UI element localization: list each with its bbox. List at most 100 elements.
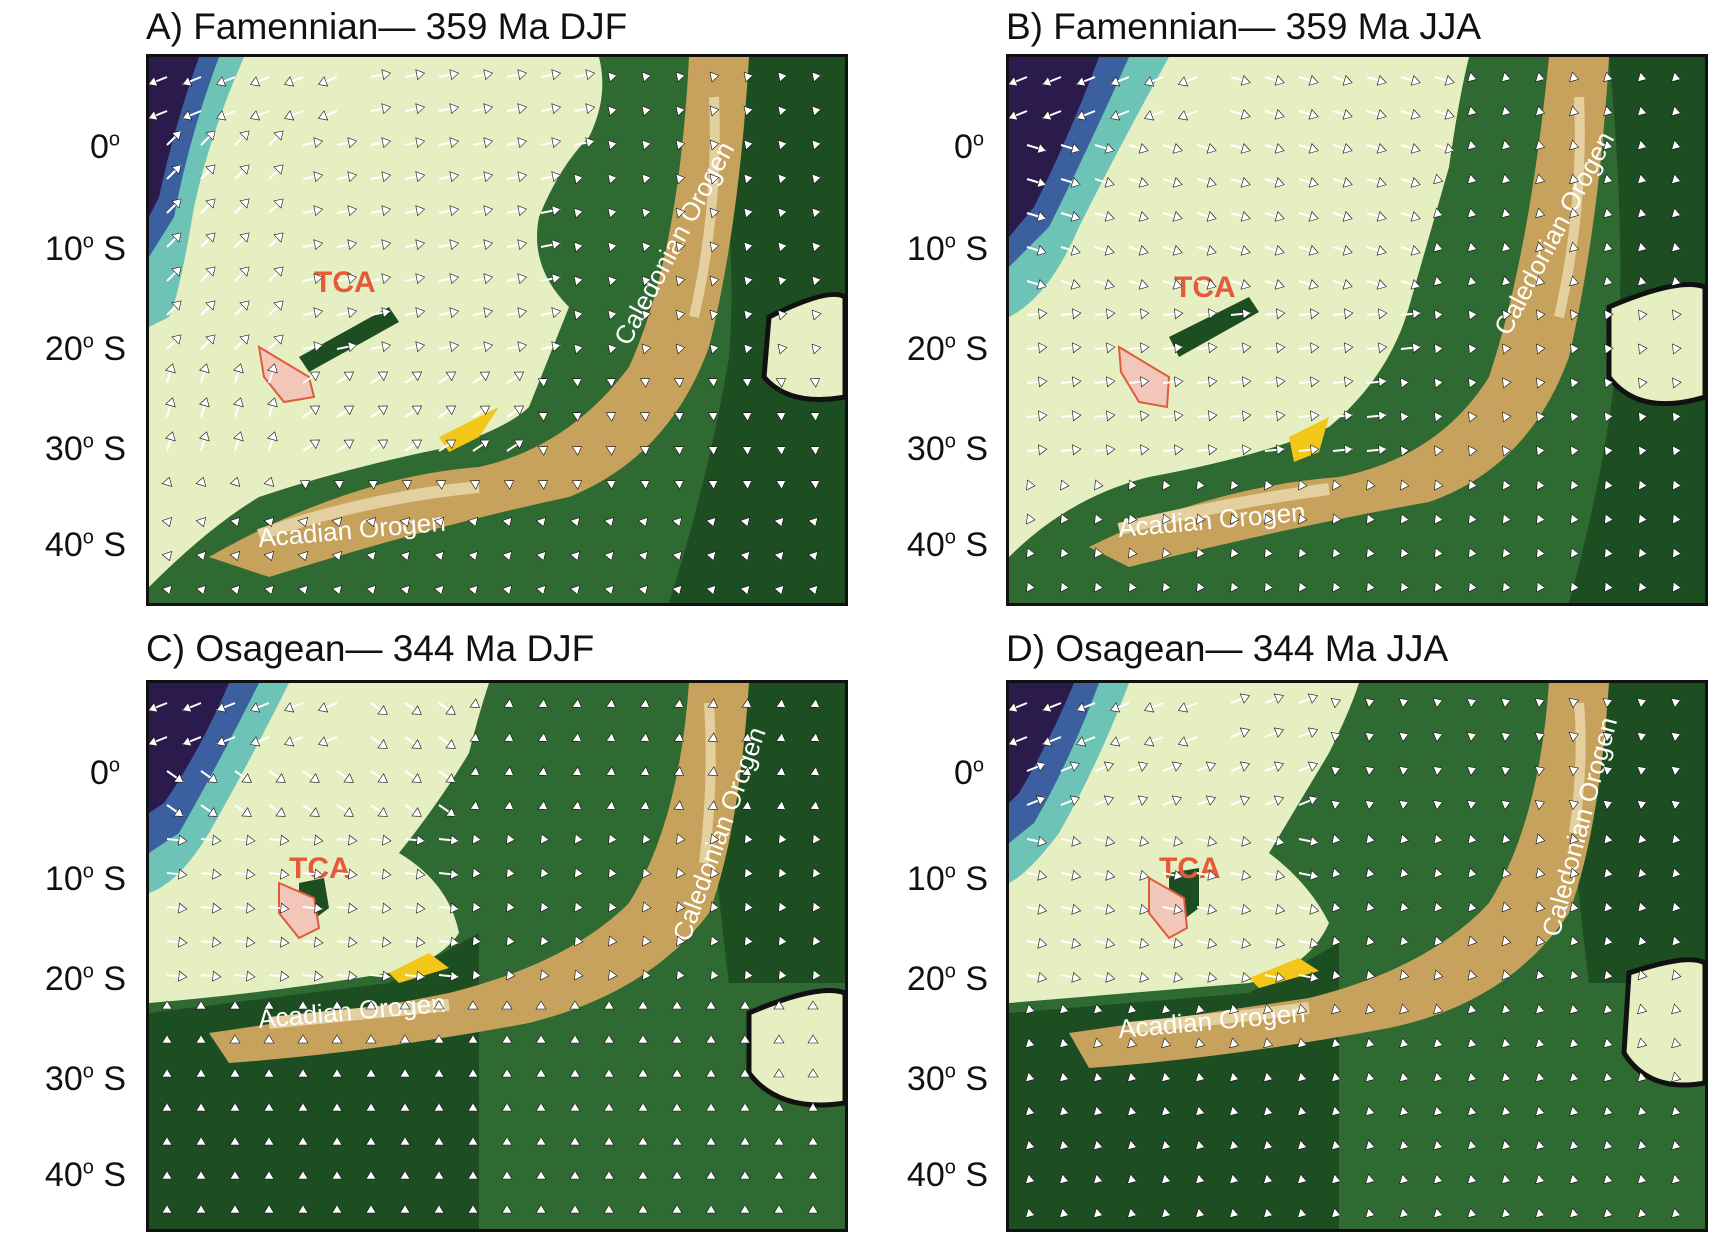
wind-arrow-head [743,71,754,83]
wind-arrow-head [1241,937,1252,949]
wind-arrow-head [775,480,787,490]
wind-arrow-head [1240,279,1251,290]
wind-arrow-head [1009,76,1019,87]
wind-arrow-head [605,446,617,456]
wind-arrow-head [1399,935,1410,947]
wind-arrow-head [671,550,683,562]
wind-arrow-head [1400,377,1410,389]
wind-arrow-head [483,171,494,183]
wind-arrow-head [1026,513,1036,525]
wind-arrow-head [1297,1071,1308,1083]
wind-arrow-head [503,480,515,490]
lat-label-10s: 10o S [906,230,988,268]
wind-arrow-head [1468,377,1478,389]
wind-arrow-head [501,1170,513,1180]
wind-arrow-head [1059,1173,1070,1185]
wind-arrow-head [267,363,278,374]
wind-arrow-head [741,698,753,708]
wind-arrow-head [605,766,617,776]
wind-arrow-head [1467,173,1478,185]
wind-arrow-head [1604,445,1614,457]
wind-arrow-head [1342,177,1353,188]
wind-arrow-head [1410,177,1421,188]
wind-arrow-head [1037,835,1048,847]
wind-arrow-head [1009,110,1019,121]
wind-arrow-head [467,1102,479,1112]
wind-arrow-head [1331,1003,1342,1015]
wind-arrow-head [551,103,562,115]
wind-arrow-head [467,1136,479,1146]
wind-arrow-head [1206,245,1217,256]
wind-arrow-head [1433,241,1444,253]
wind-arrow-head [1344,342,1354,354]
wind-arrow-head [1604,377,1614,389]
wind-arrow-head [314,902,324,914]
wind-arrow-head [1036,143,1047,154]
wind-arrow-head [1637,71,1648,83]
wind-arrow-head [1331,1207,1342,1219]
wind-arrow-head [1535,1037,1546,1049]
wind-arrow-head [1603,1003,1614,1015]
wind-arrow-head [1093,1207,1104,1219]
wind-arrow-head [1240,177,1251,188]
wind-arrow-head [1263,1105,1274,1117]
wind-arrow-head [479,405,491,416]
wind-arrow-head [569,1034,581,1044]
wind-arrow-head [1060,513,1070,525]
wind-arrow-head [313,171,324,183]
orogen-belt [1069,683,1609,1068]
wind-arrow-head [574,833,584,845]
wind-arrow-head [1671,1037,1682,1049]
wind-arrow-head [537,480,549,490]
wind-arrow-head [161,1034,173,1044]
wind-arrow-head [1106,376,1116,388]
wind-arrow-head [1671,105,1682,117]
wind-arrow-head [1433,173,1444,185]
wind-arrow-head [1127,1071,1138,1083]
wind-arrow-head [382,902,392,914]
wind-arrow-head [1093,1139,1104,1151]
wind-arrow-head [331,584,343,596]
wind-arrow-head [467,1000,479,1010]
wind-arrow-head [467,516,479,528]
wind-arrow-head [673,412,685,422]
wind-arrow-head [1638,513,1648,525]
wind-arrow-head [1104,279,1115,290]
wind-arrow-head [1467,1003,1478,1015]
wind-arrow-head [603,516,615,528]
wind-arrow-head [467,550,479,562]
wind-arrow-head [573,207,584,219]
wind-arrow-head [416,970,426,982]
wind-arrow-head [1637,1207,1648,1219]
wind-arrow-head [573,173,584,185]
wind-arrow-head [1398,731,1409,743]
wind-arrow-head [775,766,787,776]
wind-arrow-head [1041,110,1053,121]
wind-arrow-head [1075,76,1087,87]
wind-arrow-head [445,705,456,715]
wind-arrow-head [212,834,222,846]
wind-arrow-head [1569,1003,1580,1015]
wind-arrow-head [1274,75,1285,86]
wind-arrow-head [149,76,159,87]
wind-arrow-head [161,1000,173,1010]
wind-arrow-head [1365,1139,1376,1151]
wind-arrow-head [1298,547,1308,559]
wind-arrow-head [775,800,787,810]
wind-arrow-head [467,1068,479,1078]
wind-arrow-head [399,1170,411,1180]
wind-arrow-head [1569,275,1580,287]
wind-arrow-head [1308,211,1319,222]
wind-arrow-head [642,901,652,913]
wind-arrow-head [1638,547,1648,559]
wind-arrow-head [1535,105,1546,117]
wind-arrow-head [710,935,720,947]
wind-arrow-head [1342,245,1353,256]
wind-arrow-head [1671,1071,1682,1083]
wind-arrow-head [1570,377,1580,389]
wind-arrow-head [676,969,686,981]
wind-arrow-head [777,309,788,321]
wind-arrow-head [1036,279,1047,290]
wind-arrow-head [246,936,256,948]
wind-arrow-head [331,1068,343,1078]
